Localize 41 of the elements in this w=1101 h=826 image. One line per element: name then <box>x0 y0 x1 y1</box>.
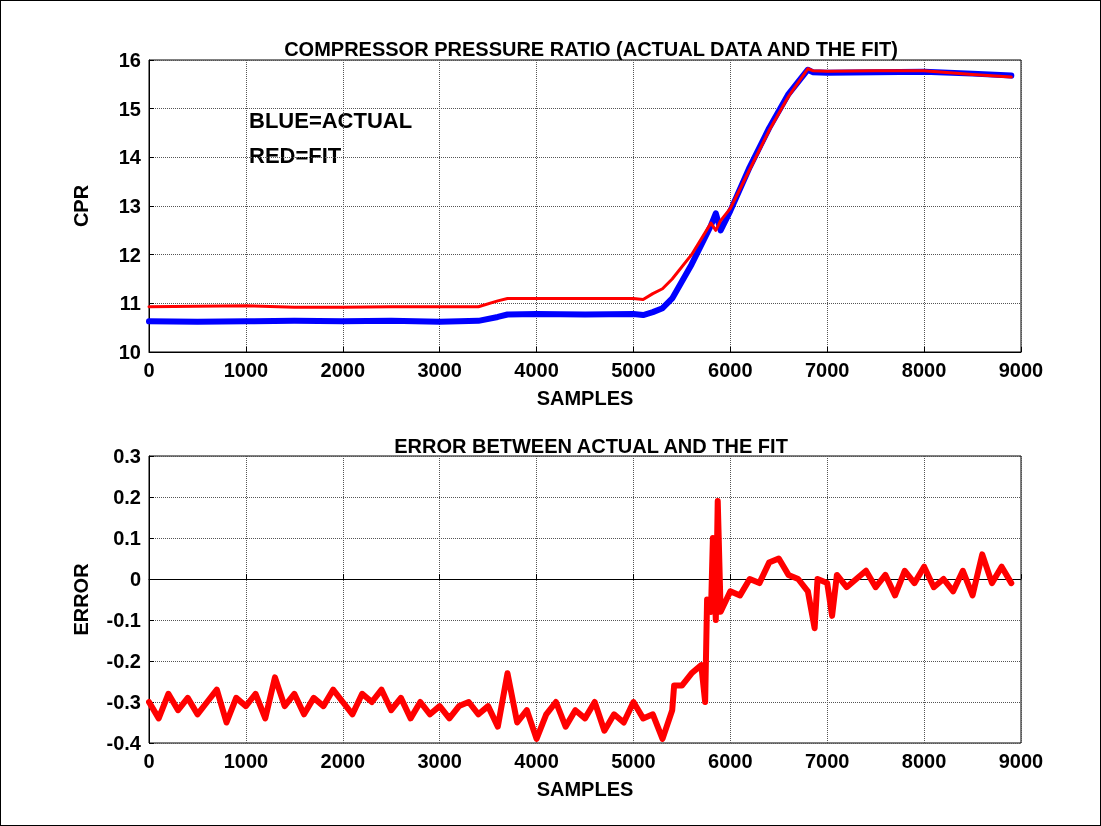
y-tick-label: -0.4 <box>106 732 142 754</box>
x-axis-title: SAMPLES <box>536 778 634 800</box>
y-tick-label: 10 <box>118 341 141 363</box>
x-tick-label: 2000 <box>320 750 366 772</box>
x-tick-label: 1000 <box>223 359 269 381</box>
y-tick-label: -0.2 <box>106 650 141 672</box>
x-tick-label: 4000 <box>514 750 559 772</box>
x-tick-label: 9000 <box>998 750 1044 772</box>
x-tick-label: 5000 <box>611 359 656 381</box>
x-tick-label: 8000 <box>901 750 947 772</box>
chart-title: COMPRESSOR PRESSURE RATIO (ACTUAL DATA AND THE FIT) <box>284 38 898 60</box>
x-tick-label: 5000 <box>611 750 656 772</box>
y-tick-label: 0.1 <box>113 527 141 549</box>
x-tick-label: 9000 <box>998 359 1044 381</box>
x-tick-label: 6000 <box>708 359 753 381</box>
annotation: BLUE=ACTUAL <box>249 107 413 133</box>
y-tick-label: 15 <box>118 97 141 120</box>
y-tick-label: 0.2 <box>113 486 141 508</box>
y-tick-label: 16 <box>118 49 141 71</box>
x-tick-label: 3000 <box>417 359 462 381</box>
x-tick-label: 8000 <box>901 359 947 381</box>
y-axis-title: CPR <box>70 184 92 228</box>
y-tick-label: 14 <box>118 146 142 169</box>
y-axis-title: ERROR <box>70 562 92 636</box>
x-tick-label: 6000 <box>708 750 753 772</box>
x-tick-label: 2000 <box>320 359 366 381</box>
chart-title: ERROR BETWEEN ACTUAL AND THE FIT <box>394 435 788 457</box>
y-tick-label: 12 <box>118 243 141 266</box>
y-tick-label: -0.3 <box>106 691 141 713</box>
x-tick-label: 7000 <box>804 359 850 381</box>
y-tick-label: 13 <box>118 195 141 217</box>
x-tick-label: 4000 <box>514 359 559 381</box>
x-tick-label: 7000 <box>804 750 850 772</box>
y-tick-label: 11 <box>119 292 141 315</box>
x-tick-label: 1000 <box>223 750 269 772</box>
y-tick-label: -0.1 <box>106 609 141 631</box>
y-tick-label: 0 <box>129 568 141 590</box>
annotation: RED=FIT <box>249 142 342 168</box>
x-tick-label: 3000 <box>417 750 462 772</box>
x-axis-title: SAMPLES <box>536 387 634 409</box>
y-tick-label: 0.3 <box>113 445 141 467</box>
